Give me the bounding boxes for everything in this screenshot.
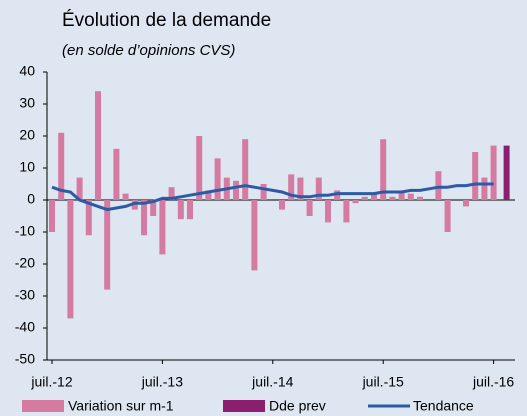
y-tick-label: 20 — [19, 127, 35, 143]
bar — [150, 200, 157, 216]
y-tick-label: -30 — [15, 287, 35, 303]
legend-swatch — [223, 400, 265, 412]
bar — [122, 193, 129, 200]
x-tick-label: juil.-12 — [30, 374, 72, 390]
bar — [58, 132, 65, 200]
bar — [490, 145, 497, 200]
bar — [463, 200, 469, 207]
x-tick-label: juil.-15 — [362, 374, 404, 390]
bar — [352, 200, 359, 204]
bar — [315, 177, 322, 200]
trend-line — [51, 182, 494, 212]
bar — [233, 180, 239, 200]
bar — [260, 184, 267, 200]
bar — [389, 196, 396, 200]
bar — [343, 200, 350, 223]
bar — [85, 200, 92, 236]
bar — [481, 177, 488, 200]
bar — [279, 200, 285, 210]
bar — [398, 190, 405, 200]
x-tick-label: juil.-14 — [251, 374, 293, 390]
legend-label: Variation sur m-1 — [68, 398, 174, 414]
bar — [417, 196, 423, 200]
bar — [435, 171, 442, 200]
bar — [113, 148, 120, 200]
bar — [67, 200, 74, 319]
legend: Variation sur m-1 Dde prev Tendance — [22, 398, 474, 414]
bar — [177, 200, 184, 220]
bar — [131, 200, 138, 210]
bar — [288, 174, 295, 200]
bar — [444, 200, 451, 232]
bar — [380, 139, 387, 200]
bar — [141, 200, 147, 236]
bar — [159, 200, 166, 255]
chart-title: Évolution de la demande — [62, 10, 271, 31]
bar — [306, 200, 313, 216]
bar — [196, 136, 203, 200]
bar — [187, 200, 193, 220]
bar — [242, 139, 249, 200]
y-tick-label: -50 — [15, 351, 35, 367]
bar — [205, 190, 212, 200]
bar — [214, 158, 221, 200]
bar — [297, 177, 304, 200]
bar — [472, 152, 479, 200]
y-tick-label: -20 — [15, 255, 35, 271]
x-tick-label: juil.-16 — [472, 374, 514, 390]
x-tick-label: juil.-13 — [141, 374, 183, 390]
y-tick-label: 30 — [19, 95, 35, 111]
bar — [407, 193, 414, 200]
bar — [334, 190, 341, 200]
bar — [95, 91, 101, 200]
bar — [49, 200, 55, 232]
chart-subtitle: (en solde d’opinions CVS) — [62, 42, 235, 59]
y-tick-label: 0 — [27, 191, 35, 207]
bar — [76, 177, 83, 200]
bar — [325, 200, 331, 223]
bar — [251, 200, 258, 271]
bar — [361, 196, 368, 200]
y-tick-label: -40 — [15, 319, 35, 335]
y-tick-label: 40 — [19, 63, 35, 79]
bar — [104, 200, 111, 290]
bar — [371, 193, 377, 200]
y-tick-label: 10 — [19, 159, 35, 175]
bar — [503, 145, 510, 200]
legend-label: Dde prev — [269, 398, 326, 414]
legend-label: Tendance — [413, 398, 474, 414]
bar — [168, 187, 175, 200]
y-tick-label: -10 — [15, 223, 35, 239]
legend-swatch — [22, 400, 64, 412]
